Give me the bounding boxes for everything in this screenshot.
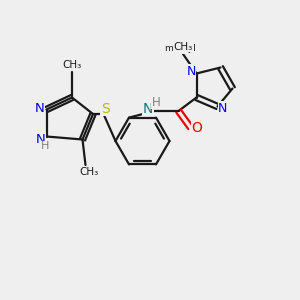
Text: N: N — [218, 101, 228, 115]
Text: CH₃: CH₃ — [62, 60, 82, 70]
Text: N: N — [35, 101, 45, 115]
Text: S: S — [100, 102, 109, 116]
Text: CH₃: CH₃ — [173, 41, 193, 52]
Text: O: O — [192, 121, 203, 134]
Text: methyl: methyl — [164, 44, 196, 53]
Text: N: N — [36, 133, 45, 146]
Text: CH₃: CH₃ — [79, 167, 98, 177]
Text: H: H — [41, 141, 49, 151]
Text: H: H — [152, 95, 160, 109]
Text: N: N — [143, 102, 153, 116]
Text: N: N — [186, 64, 196, 78]
